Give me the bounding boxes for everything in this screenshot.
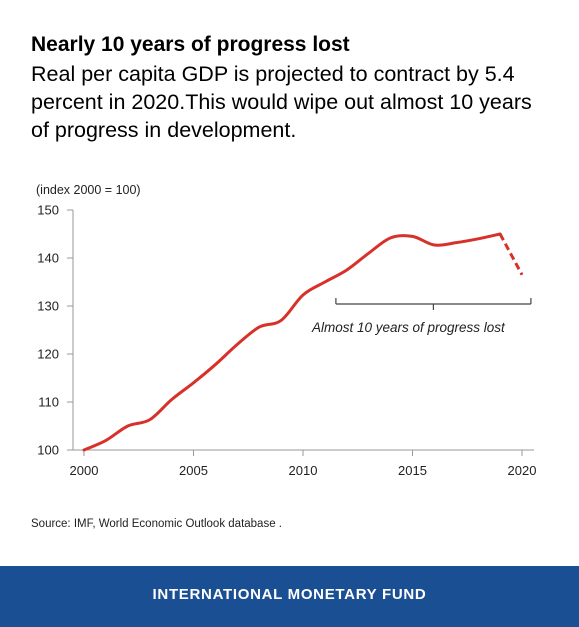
x-tick-label: 2020 xyxy=(508,463,537,478)
y-tick-label: 130 xyxy=(37,299,59,314)
y-tick-label: 140 xyxy=(37,251,59,266)
footer-banner: INTERNATIONAL MONETARY FUND xyxy=(0,566,579,627)
annotation-label: Almost 10 years of progress lost xyxy=(311,320,506,335)
chart-subtitle: Real per capita GDP is projected to cont… xyxy=(31,62,532,142)
chart-title: Nearly 10 years of progress lost xyxy=(31,33,350,56)
x-tick-label: 2010 xyxy=(289,463,318,478)
y-tick-label: 120 xyxy=(37,347,59,362)
y-tick-label: 100 xyxy=(37,443,59,458)
org-name: INTERNATIONAL MONETARY FUND xyxy=(152,586,427,603)
y-tick-label: 110 xyxy=(38,395,59,410)
y-unit-label: (index 2000 = 100) xyxy=(36,183,141,197)
projection-series-line xyxy=(498,233,524,276)
x-tick-label: 2015 xyxy=(398,463,427,478)
line-chart: (index 2000 = 100) 100 110 120 130 140 150 2000… xyxy=(36,183,537,478)
gdp-series-line xyxy=(82,232,502,452)
x-tick-label: 2005 xyxy=(179,463,208,478)
y-tick-label: 150 xyxy=(37,203,59,218)
x-tick-label: 2000 xyxy=(70,463,99,478)
source-note: Source: IMF, World Economic Outlook data… xyxy=(31,518,282,530)
